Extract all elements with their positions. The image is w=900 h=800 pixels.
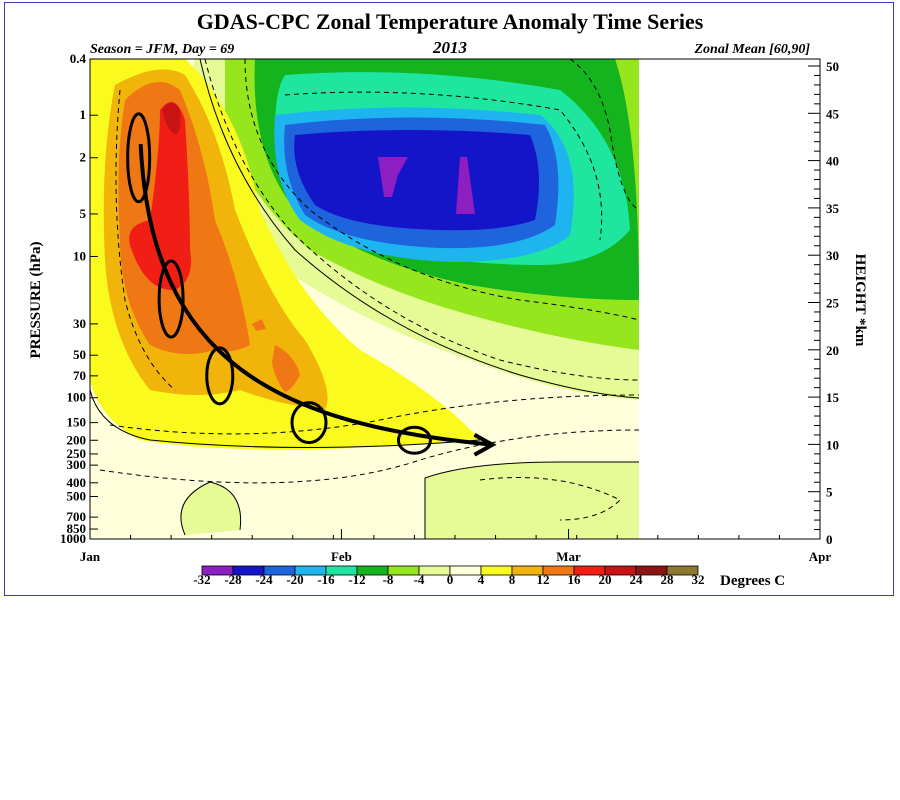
- colorbar-swatch: [480, 565, 513, 576]
- y-tick-label: 700: [67, 509, 87, 524]
- contour-fill-layer: [90, 59, 639, 539]
- contour-line-7: [284, 91, 603, 241]
- y-tick-label: 250: [67, 446, 87, 461]
- y-tick-label: 500: [67, 488, 87, 503]
- contour-line-4: [244, 59, 639, 321]
- y-tick-label: 850: [67, 521, 87, 536]
- y2-tick-label: 15: [826, 390, 840, 405]
- contour-band-cold7: [294, 130, 539, 231]
- y-tick-label: 1000: [60, 531, 86, 546]
- y-tick-label: 1: [80, 107, 87, 122]
- descent-arrowhead: [473, 432, 497, 457]
- figure-frame: [4, 2, 894, 596]
- colorbar-tick-label: -8: [383, 572, 394, 587]
- colorbar-tick-label: 32: [692, 572, 705, 587]
- y-tick-label: 100: [67, 390, 87, 405]
- chart-title: GDAS-CPC Zonal Temperature Anomaly Time …: [197, 9, 704, 34]
- contour-line-layer: [99, 59, 639, 521]
- colorbar-tick-label: -28: [224, 572, 242, 587]
- time-axis: Jan Feb Mar Apr: [80, 529, 832, 564]
- colorbar-tick-label: -12: [348, 572, 365, 587]
- y2-tick-label: 45: [826, 106, 840, 121]
- chart-year: 2013: [432, 38, 468, 57]
- contour-band-lowright: [425, 462, 639, 539]
- x-tick-label: Jan: [80, 549, 101, 564]
- contour-solid-2: [90, 389, 481, 448]
- colorbar-tick-label: 16: [568, 572, 582, 587]
- contour-band-cold8b: [456, 157, 475, 214]
- y-axis-label: PRESSURE (hPa): [28, 241, 44, 358]
- y2-tick-label: 35: [826, 201, 840, 216]
- x-tick-label: Feb: [331, 549, 352, 564]
- colorbar: -32 -28 -24 -20 -16 -12 -8 -4 0 4 8 12 16 20 24 28 32: [193, 565, 705, 587]
- contour-solid-3: [424, 461, 639, 539]
- y2-tick-label: 10: [826, 437, 839, 452]
- y-tick-label: 2: [80, 150, 87, 165]
- y2-tick-label: 20: [826, 343, 839, 358]
- y2-tick-label: 40: [826, 154, 839, 169]
- contour-band-warm4: [129, 102, 191, 291]
- contour-solid-4: [180, 481, 242, 536]
- contour-line-6: [115, 89, 176, 391]
- descent-annotation: [126, 112, 497, 457]
- chart-subtitle-left: Season = JFM, Day = 69: [90, 42, 234, 57]
- y2-tick-label: 50: [826, 59, 839, 74]
- y2-tick-label: 5: [826, 485, 833, 500]
- contour-band-warm5: [162, 102, 181, 135]
- colorbar-tick-label: -32: [193, 572, 210, 587]
- colorbar-tick-label: -24: [255, 572, 273, 587]
- y2-tick-label: 0: [826, 532, 833, 547]
- descent-arrow: [138, 143, 493, 447]
- y-tick-label: 70: [73, 368, 86, 383]
- x-tick-label: Mar: [556, 549, 581, 564]
- descent-marker: [157, 259, 185, 339]
- contour-solid-1: [199, 59, 639, 399]
- colorbar-tick-label: -16: [317, 572, 335, 587]
- x-tick-label: Apr: [809, 549, 832, 564]
- colorbar-tick-label: -20: [286, 572, 303, 587]
- y2-tick-label: 25: [826, 296, 840, 311]
- colorbar-label: Degrees C: [720, 573, 785, 589]
- y2-tick-label: 30: [826, 248, 839, 263]
- colorbar-tick-label: -4: [414, 572, 425, 587]
- contour-solid-layer: [90, 59, 639, 539]
- y-tick-label: 200: [67, 432, 87, 447]
- y-tick-label: 400: [67, 475, 87, 490]
- y2-axis-label: HEIGHT *km: [852, 254, 868, 347]
- colorbar-tick-label: 8: [509, 572, 516, 587]
- contour-line-2: [109, 394, 639, 435]
- colorbar-tick-label: 0: [447, 572, 454, 587]
- contour-line-1: [99, 429, 639, 484]
- colorbar-swatch: [449, 565, 482, 576]
- contour-band-lowleft: [180, 482, 241, 535]
- y-tick-label: 50: [73, 347, 86, 362]
- contour-band-warm3c: [252, 319, 266, 331]
- chart-subtitle-right: Zonal Mean [60,90]: [694, 42, 811, 57]
- contour-band-warm3b: [272, 345, 300, 392]
- colorbar-swatch: [666, 565, 699, 576]
- y-tick-label: 30: [73, 316, 86, 331]
- colorbar-tick-label: 24: [630, 572, 644, 587]
- temperature-anomaly-chart: GDAS-CPC Zonal Temperature Anomaly Time …: [28, 9, 868, 589]
- colorbar-tick-label: 20: [599, 572, 612, 587]
- colorbar-tick-label: 4: [478, 572, 485, 587]
- contour-line-5: [569, 59, 639, 211]
- colorbar-tick-label: 12: [537, 572, 550, 587]
- descent-marker: [205, 346, 235, 406]
- y-tick-label: 5: [80, 206, 87, 221]
- y-tick-label: 0.4: [70, 51, 87, 66]
- descent-marker: [126, 112, 152, 204]
- descent-marker: [396, 425, 432, 455]
- contour-band-cold8a: [378, 157, 408, 197]
- descent-marker: [290, 401, 328, 445]
- colorbar-tick-label: 28: [661, 572, 675, 587]
- contour-line-8: [479, 477, 621, 521]
- contour-line-3: [204, 59, 639, 381]
- height-axis: 0 5 10 15 20 25 30 35 40 45 50: [808, 59, 840, 547]
- y-tick-label: 300: [67, 457, 87, 472]
- y-tick-label: 10: [73, 248, 86, 263]
- y-tick-label: 150: [67, 415, 87, 430]
